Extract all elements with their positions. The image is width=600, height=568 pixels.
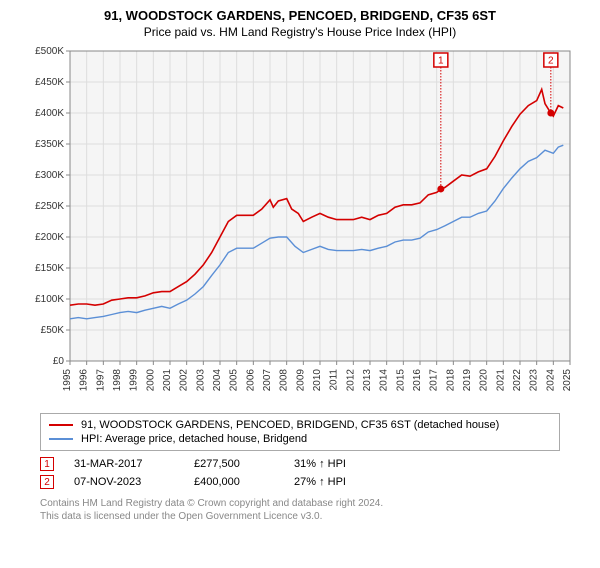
- legend-label: HPI: Average price, detached house, Brid…: [81, 433, 307, 445]
- svg-text:1: 1: [438, 56, 444, 67]
- event-marker-box: 1: [40, 457, 54, 471]
- svg-text:2005: 2005: [229, 369, 240, 392]
- event-marker-box: 2: [40, 475, 54, 489]
- svg-text:2014: 2014: [379, 369, 390, 392]
- svg-text:£150K: £150K: [35, 263, 64, 274]
- svg-text:2012: 2012: [345, 369, 356, 392]
- svg-text:£250K: £250K: [35, 201, 64, 212]
- event-row: 1 31-MAR-2017 £277,500 31% ↑ HPI: [40, 455, 560, 473]
- event-note: 31% ↑ HPI: [294, 458, 346, 470]
- svg-text:2001: 2001: [162, 369, 173, 392]
- svg-text:2008: 2008: [279, 369, 290, 392]
- svg-text:2016: 2016: [412, 369, 423, 392]
- footnote: Contains HM Land Registry data © Crown c…: [40, 497, 560, 523]
- event-date: 31-MAR-2017: [74, 458, 174, 470]
- svg-text:2010: 2010: [312, 369, 323, 392]
- legend-row: HPI: Average price, detached house, Brid…: [49, 432, 551, 446]
- svg-text:£500K: £500K: [35, 46, 64, 57]
- svg-text:1997: 1997: [95, 369, 106, 392]
- svg-text:2019: 2019: [462, 369, 473, 392]
- legend-swatch: [49, 424, 73, 426]
- svg-text:1999: 1999: [129, 369, 140, 392]
- svg-text:2: 2: [548, 56, 554, 67]
- svg-text:£300K: £300K: [35, 170, 64, 181]
- svg-text:1996: 1996: [79, 369, 90, 392]
- svg-text:1998: 1998: [112, 369, 123, 392]
- marker-dot: [437, 185, 444, 192]
- title-line2: Price paid vs. HM Land Registry's House …: [0, 25, 600, 39]
- svg-text:2013: 2013: [362, 369, 373, 392]
- legend: 91, WOODSTOCK GARDENS, PENCOED, BRIDGEND…: [40, 413, 560, 451]
- title-line1: 91, WOODSTOCK GARDENS, PENCOED, BRIDGEND…: [0, 8, 600, 23]
- svg-text:2020: 2020: [479, 369, 490, 392]
- event-row: 2 07-NOV-2023 £400,000 27% ↑ HPI: [40, 473, 560, 491]
- event-table: 1 31-MAR-2017 £277,500 31% ↑ HPI 2 07-NOV-202…: [40, 455, 560, 491]
- svg-text:£100K: £100K: [35, 294, 64, 305]
- svg-text:2017: 2017: [429, 369, 440, 392]
- svg-text:2025: 2025: [562, 369, 573, 392]
- svg-text:2007: 2007: [262, 369, 273, 392]
- svg-text:£200K: £200K: [35, 232, 64, 243]
- legend-swatch: [49, 438, 73, 440]
- svg-text:2002: 2002: [179, 369, 190, 392]
- svg-text:2000: 2000: [145, 369, 156, 392]
- svg-text:2023: 2023: [529, 369, 540, 392]
- event-date: 07-NOV-2023: [74, 476, 174, 488]
- svg-text:£450K: £450K: [35, 77, 64, 88]
- price-chart: £0 £50K £100K £150K £200K £250K £300K £350K £400…: [20, 45, 580, 405]
- svg-text:2021: 2021: [495, 369, 506, 392]
- svg-text:2009: 2009: [295, 369, 306, 392]
- svg-text:£50K: £50K: [41, 325, 65, 336]
- svg-text:£400K: £400K: [35, 108, 64, 119]
- footnote-line2: This data is licensed under the Open Gov…: [40, 510, 560, 523]
- svg-text:2024: 2024: [545, 369, 556, 392]
- legend-row: 91, WOODSTOCK GARDENS, PENCOED, BRIDGEND…: [49, 418, 551, 432]
- svg-text:2018: 2018: [445, 369, 456, 392]
- svg-text:2022: 2022: [512, 369, 523, 392]
- event-price: £277,500: [194, 458, 274, 470]
- svg-text:2011: 2011: [329, 369, 340, 391]
- svg-text:2006: 2006: [245, 369, 256, 392]
- event-price: £400,000: [194, 476, 274, 488]
- footnote-line1: Contains HM Land Registry data © Crown c…: [40, 497, 560, 510]
- svg-text:1995: 1995: [62, 369, 73, 392]
- svg-text:£350K: £350K: [35, 139, 64, 150]
- svg-text:2015: 2015: [395, 369, 406, 392]
- legend-label: 91, WOODSTOCK GARDENS, PENCOED, BRIDGEND…: [81, 419, 499, 431]
- marker-dot: [547, 110, 554, 117]
- svg-text:2004: 2004: [212, 369, 223, 392]
- svg-text:2003: 2003: [195, 369, 206, 392]
- event-note: 27% ↑ HPI: [294, 476, 346, 488]
- svg-text:£0: £0: [53, 356, 65, 367]
